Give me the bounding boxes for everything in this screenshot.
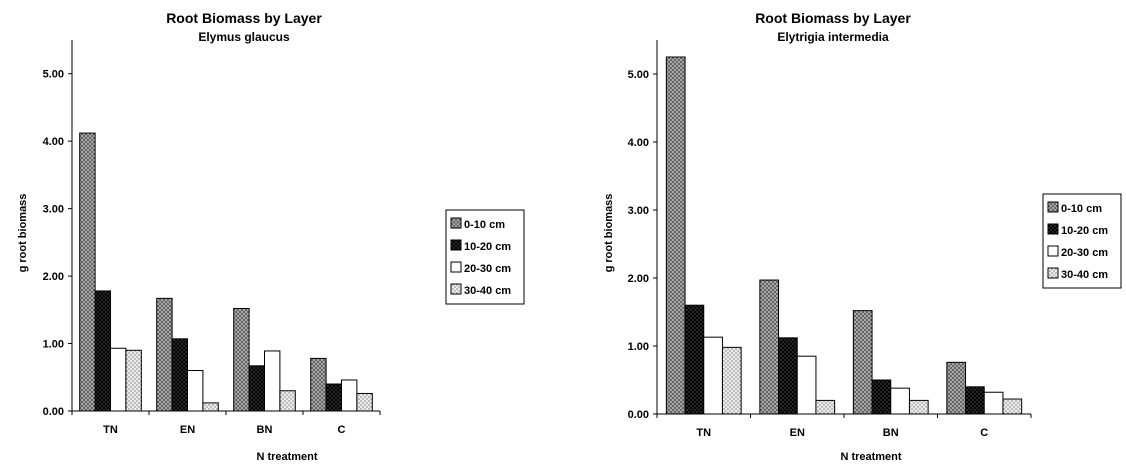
chart-subtitle: Elytrigia intermedia bbox=[777, 30, 889, 44]
chart-svg: Root Biomass by Layer Elytrigia intermed… bbox=[603, 10, 1122, 463]
y-tick-label: 4.00 bbox=[628, 137, 649, 149]
bar-tn-0-10cm bbox=[79, 132, 96, 412]
x-tick-label: C bbox=[338, 424, 346, 436]
chart-elymus-glaucus: Root Biomass by Layer Elymus glaucus g r… bbox=[17, 10, 525, 463]
bar-bn-30-40cm bbox=[279, 390, 296, 412]
y-tick-label: 3.00 bbox=[628, 205, 649, 217]
y-tick-label: 1.00 bbox=[628, 341, 649, 353]
bar-bn-10-20cm bbox=[248, 365, 266, 412]
x-tick-label: TN bbox=[696, 427, 711, 439]
legend-swatch bbox=[450, 261, 462, 273]
tick-labels: 0.00 1.00 2.00 3.00 4.00 5.00 TN EN BN C bbox=[43, 69, 346, 436]
legend-swatch bbox=[450, 239, 462, 251]
chart-title: Root Biomass by Layer bbox=[755, 10, 911, 26]
bar-c-30-40cm bbox=[1002, 398, 1023, 415]
bar-en-20-30cm bbox=[796, 355, 817, 415]
chart-elytrigia-intermedia: Root Biomass by Layer Elytrigia intermed… bbox=[563, 0, 1126, 464]
y-axis-label: g root biomass bbox=[17, 194, 29, 273]
legend: 0-10 cm 10-20 cm 20-30 cm 30-40 cm bbox=[1042, 193, 1122, 289]
bar-tn-30-40cm bbox=[125, 349, 142, 412]
bar-tn-10-20cm bbox=[684, 304, 705, 415]
bar-en-10-20cm bbox=[171, 338, 189, 412]
bar-tn-20-30cm bbox=[110, 347, 127, 412]
legend-swatch bbox=[450, 283, 462, 295]
legend-swatch bbox=[450, 217, 462, 229]
legend-label: 20-30 cm bbox=[464, 263, 511, 275]
legend-label: 30-40 cm bbox=[464, 285, 511, 297]
bar-bn-20-30cm bbox=[890, 387, 910, 415]
y-tick-label: 4.00 bbox=[43, 136, 64, 148]
bar-c-0-10cm bbox=[310, 357, 327, 412]
bar-tn-30-40cm bbox=[721, 346, 742, 415]
legend-swatch bbox=[1047, 223, 1059, 235]
x-axis-label: N treatment bbox=[840, 451, 901, 463]
bar-c-0-10cm bbox=[946, 361, 967, 415]
bar-bn-10-20cm bbox=[871, 379, 892, 415]
y-tick-label: 3.00 bbox=[43, 204, 64, 216]
y-axis-label: g root biomass bbox=[603, 194, 615, 273]
bar-c-30-40cm bbox=[356, 392, 373, 412]
y-tick-label: 2.00 bbox=[628, 273, 649, 285]
x-tick-label: EN bbox=[790, 427, 805, 439]
legend-swatch bbox=[1047, 201, 1059, 213]
y-tick-label: 5.00 bbox=[43, 69, 64, 81]
x-tick-label: BN bbox=[257, 424, 273, 436]
y-tick-label: 1.00 bbox=[43, 339, 64, 351]
bar-en-10-20cm bbox=[778, 337, 798, 415]
legend-label: 0-10 cm bbox=[464, 219, 505, 231]
x-axis-label: N treatment bbox=[256, 451, 317, 463]
chart-subtitle: Elymus glaucus bbox=[198, 30, 290, 44]
bar-bn-30-40cm bbox=[908, 399, 929, 415]
y-tick-label: 2.00 bbox=[43, 271, 64, 283]
legend: 0-10 cm 10-20 cm 20-30 cm 30-40 cm bbox=[445, 209, 525, 305]
legend-swatch bbox=[1047, 245, 1059, 257]
legend-label: 30-40 cm bbox=[1061, 269, 1108, 281]
legend-label: 20-30 cm bbox=[1061, 247, 1108, 259]
bar-en-30-40cm bbox=[815, 399, 836, 415]
bar-c-20-30cm bbox=[983, 391, 1004, 415]
bar-tn-20-30cm bbox=[703, 336, 723, 415]
legend-label: 10-20 cm bbox=[1061, 225, 1108, 237]
bar-bn-0-10cm bbox=[233, 307, 250, 412]
chart-title: Root Biomass by Layer bbox=[166, 10, 322, 26]
bar-en-20-30cm bbox=[187, 370, 204, 412]
tick-labels: 0.00 1.00 2.00 3.00 4.00 5.00 TN EN BN C bbox=[628, 69, 989, 439]
y-tick-label: 5.00 bbox=[628, 69, 649, 81]
bar-c-10-20cm bbox=[325, 383, 343, 412]
bars bbox=[79, 132, 373, 412]
legend-label: 10-20 cm bbox=[464, 241, 511, 253]
legend-swatch bbox=[1047, 267, 1059, 279]
x-tick-label: BN bbox=[883, 427, 899, 439]
x-tick-label: C bbox=[980, 427, 988, 439]
chart-svg: Root Biomass by Layer Elymus glaucus g r… bbox=[17, 10, 525, 463]
bars bbox=[665, 56, 1023, 415]
bar-en-0-10cm bbox=[759, 279, 780, 415]
bar-bn-20-30cm bbox=[264, 350, 281, 412]
bar-c-20-30cm bbox=[341, 379, 358, 412]
bar-c-10-20cm bbox=[965, 386, 985, 415]
bar-bn-0-10cm bbox=[852, 310, 873, 415]
bar-en-30-40cm bbox=[202, 402, 219, 412]
x-tick-label: TN bbox=[103, 424, 118, 436]
y-tick-label: 0.00 bbox=[43, 406, 64, 418]
bar-tn-10-20cm bbox=[94, 290, 111, 412]
x-tick-label: EN bbox=[180, 424, 195, 436]
bar-tn-0-10cm bbox=[665, 56, 686, 415]
y-tick-label: 0.00 bbox=[628, 409, 649, 421]
bar-en-0-10cm bbox=[156, 297, 173, 412]
legend-label: 0-10 cm bbox=[1061, 203, 1102, 215]
